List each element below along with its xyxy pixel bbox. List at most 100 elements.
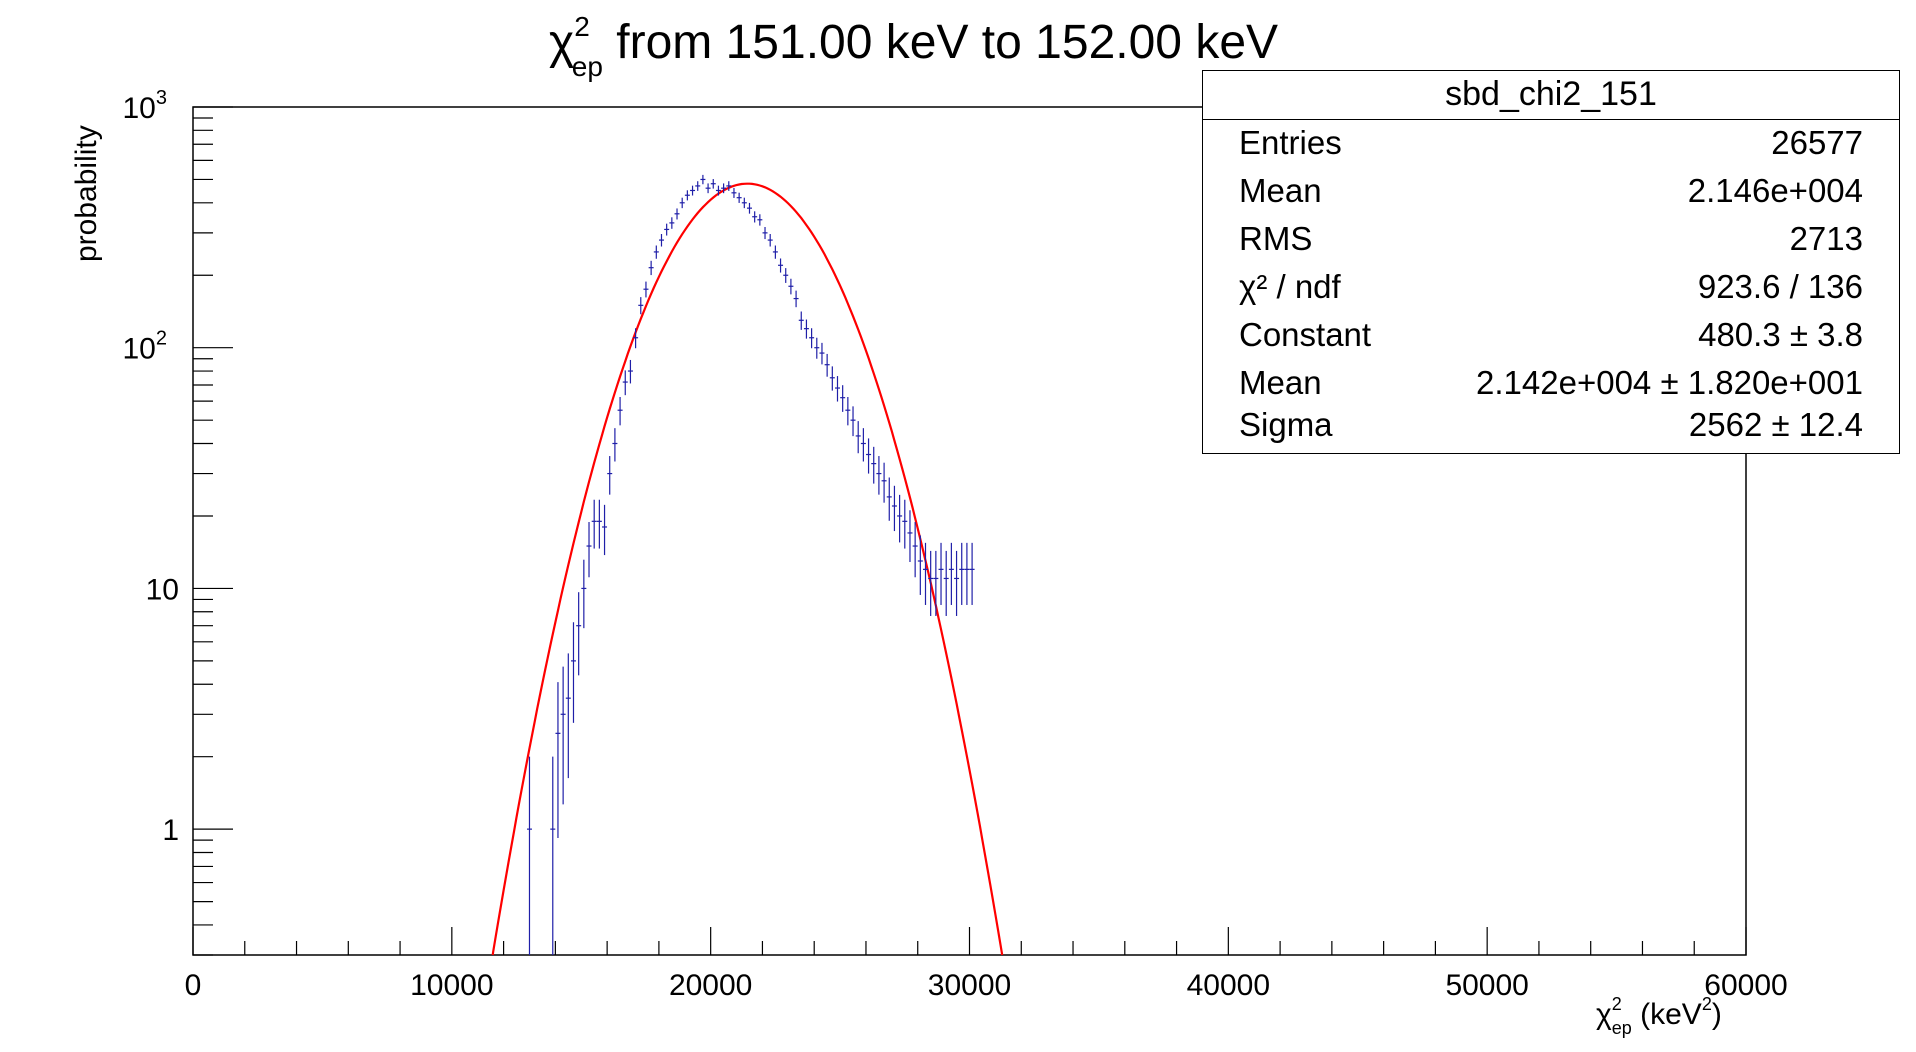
x-axis-title-sup: 2 [1612,994,1622,1014]
data-point [907,510,913,562]
data-point [829,366,835,391]
data-point [643,281,649,298]
stats-label: Entries [1239,124,1342,161]
x-axis-title: χ2 ep (keV2) [1596,994,1722,1038]
data-point [917,535,923,595]
y-tick-label-base: 10 [123,333,156,366]
data-point [798,311,804,330]
data-point [772,245,778,259]
data-point [814,337,820,359]
data-point [969,542,975,605]
data-point [565,653,571,779]
y-tick-label-base: 1 [162,814,179,847]
data-points [526,174,975,955]
stats-label: RMS [1239,220,1313,257]
data-point [809,328,815,349]
data-point [855,421,861,454]
stats-row-entries: Entries 26577 [1239,119,1863,167]
data-point [664,223,670,236]
y-tick-label-base: 10 [146,573,179,606]
data-point [741,197,747,209]
data-point [684,190,690,201]
data-point [658,234,664,247]
y-tick-label: 102 [123,328,168,366]
data-point [783,268,789,283]
stats-value: 2.142e+004 ± 1.820e+001 [1476,364,1863,401]
x-tick-label: 10000 [410,969,493,1002]
stats-row-fit-mean: Mean 2.142e+004 ± 1.820e+001 [1239,359,1863,407]
data-point [860,428,866,462]
data-point [954,550,960,616]
data-point [803,319,809,339]
data-point [881,462,887,503]
data-point [948,542,954,605]
stats-value: 480.3 ± 3.8 [1698,316,1863,353]
data-point [845,396,851,426]
data-point [715,185,721,196]
stats-value: 26577 [1771,124,1863,161]
data-point [871,446,877,484]
data-point [526,756,532,955]
data-point [778,258,784,273]
data-point [819,342,825,365]
data-point [938,542,944,605]
data-point [943,550,949,616]
x-tick-label: 30000 [928,969,1011,1002]
stats-value: 923.6 / 136 [1697,268,1863,305]
data-point [638,297,644,315]
data-point [726,181,732,191]
data-point [902,499,908,549]
y-tick-label-exponent: 3 [156,87,167,109]
data-point [669,217,675,229]
data-point [607,456,613,495]
data-point [627,359,633,384]
gaussian-fit-curve [491,182,1004,956]
x-axis-title-unit-sup: 2 [1702,994,1712,1014]
data-point [591,499,597,549]
stats-value: 2.146e+004 [1687,172,1863,209]
data-point [612,428,618,462]
stats-row-sigma: Sigma 2562 ± 12.4 [1239,401,1863,449]
chart-title-text: from 151.00 keV to 152.00 keV [603,16,1278,69]
x-tick-label: 0 [185,969,202,1002]
x-tick-label: 60000 [1704,969,1787,1002]
data-point [964,542,970,605]
y-tick-label-base: 10 [123,92,156,125]
data-point [840,385,846,412]
data-point [721,183,727,194]
x-tick-label: 40000 [1187,969,1270,1002]
data-point [928,550,934,616]
data-point [653,245,659,259]
data-point [710,179,716,189]
chart-title-symbol: χ [549,16,574,69]
data-point [570,622,576,723]
data-point [555,682,561,838]
stats-value: 2713 [1789,220,1863,257]
data-point [674,208,680,220]
data-point [824,353,830,377]
data-point [757,214,763,226]
stats-row-rms: RMS 2713 [1239,215,1863,263]
data-point [912,522,918,578]
data-point [767,234,773,247]
data-point [897,494,903,543]
data-point [690,185,696,196]
stats-row-constant: Constant 480.3 ± 3.8 [1239,311,1863,359]
stats-label: Mean [1239,364,1322,401]
chart-title-sub: ep [572,51,603,82]
data-point [793,290,799,308]
x-axis-title-symbol: χ [1596,998,1612,1031]
chart-title: χ2 ep from 151.00 keV to 152.00 keV [549,11,1278,82]
x-axis-title-sub: ep [1612,1018,1632,1038]
data-point [695,181,701,191]
stats-row-mean: Mean 2.146e+004 [1239,167,1863,215]
data-point [581,559,587,629]
data-point [731,187,737,198]
data-point [933,550,939,616]
data-point [602,504,608,556]
data-point [617,396,623,426]
data-point [891,485,897,532]
data-point [876,456,882,495]
